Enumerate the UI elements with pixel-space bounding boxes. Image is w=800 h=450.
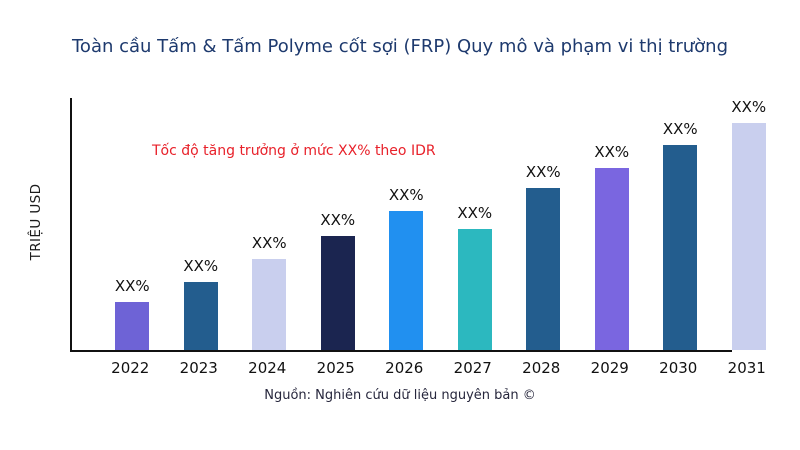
bar-value-label: XX% <box>388 186 424 204</box>
x-tick-label-2028: 2028 <box>522 359 561 377</box>
bar-column-2029: XX% <box>578 98 647 350</box>
y-axis-label: TRIỆU USD <box>28 183 44 261</box>
bar-value-label: XX% <box>114 277 150 295</box>
x-tick-label-2022: 2022 <box>111 359 150 377</box>
bar-column-2024: XX% <box>235 98 304 350</box>
source-note: Nguồn: Nghiên cứu dữ liệu nguyên bản © <box>264 388 536 403</box>
bar-2025 <box>320 236 355 350</box>
bar-2031 <box>731 123 766 350</box>
bar-2026 <box>389 211 424 350</box>
bar-2028 <box>526 188 561 350</box>
x-tick-label-2026: 2026 <box>385 359 424 377</box>
bar-column-2031: XX% <box>715 98 784 350</box>
x-tick-label-2027: 2027 <box>453 359 492 377</box>
bar-value-label: XX% <box>731 98 767 116</box>
bar-column-2025: XX% <box>304 98 373 350</box>
bar-column-2026: XX% <box>372 98 441 350</box>
x-tick-label-2025: 2025 <box>316 359 355 377</box>
bar-value-label: XX% <box>457 204 493 222</box>
bar-2029 <box>594 168 629 350</box>
bar-value-label: XX% <box>525 163 561 181</box>
bar-2023 <box>183 282 218 350</box>
bar-value-label: XX% <box>183 257 219 275</box>
x-tick-label-2031: 2031 <box>727 359 766 377</box>
x-tick-label-2029: 2029 <box>590 359 629 377</box>
bar-2027 <box>457 229 492 350</box>
bar-2024 <box>252 259 287 350</box>
bar-column-2030: XX% <box>646 98 715 350</box>
plot-area: Tốc độ tăng trưởng ở mức XX% theo IDR XX… <box>70 98 782 352</box>
x-tick-label-2024: 2024 <box>248 359 287 377</box>
bar-column-2022: XX% <box>98 98 167 350</box>
growth-annotation: Tốc độ tăng trưởng ở mức XX% theo IDR <box>152 143 436 159</box>
chart-title: Toàn cầu Tấm & Tấm Polyme cốt sợi (FRP) … <box>72 36 728 57</box>
x-tick-label-2023: 2023 <box>179 359 218 377</box>
bar-value-label: XX% <box>662 120 698 138</box>
bar-2030 <box>663 145 698 350</box>
x-tick-label-2030: 2030 <box>659 359 698 377</box>
bar-value-label: XX% <box>320 211 356 229</box>
bar-column-2028: XX% <box>509 98 578 350</box>
bar-value-label: XX% <box>251 234 287 252</box>
x-axis-line <box>72 350 732 352</box>
bar-column-2023: XX% <box>167 98 236 350</box>
bar-column-2027: XX% <box>441 98 510 350</box>
bar-2022 <box>115 302 150 350</box>
x-axis-tick-labels: 2022 2023 2024 2025 2026 2027 2028 2029 2030 2031 <box>96 359 781 377</box>
bar-value-label: XX% <box>594 143 630 161</box>
bar-series: XX% XX% XX% XX% XX% XX% XX% XX% XX% XX% <box>98 98 783 350</box>
